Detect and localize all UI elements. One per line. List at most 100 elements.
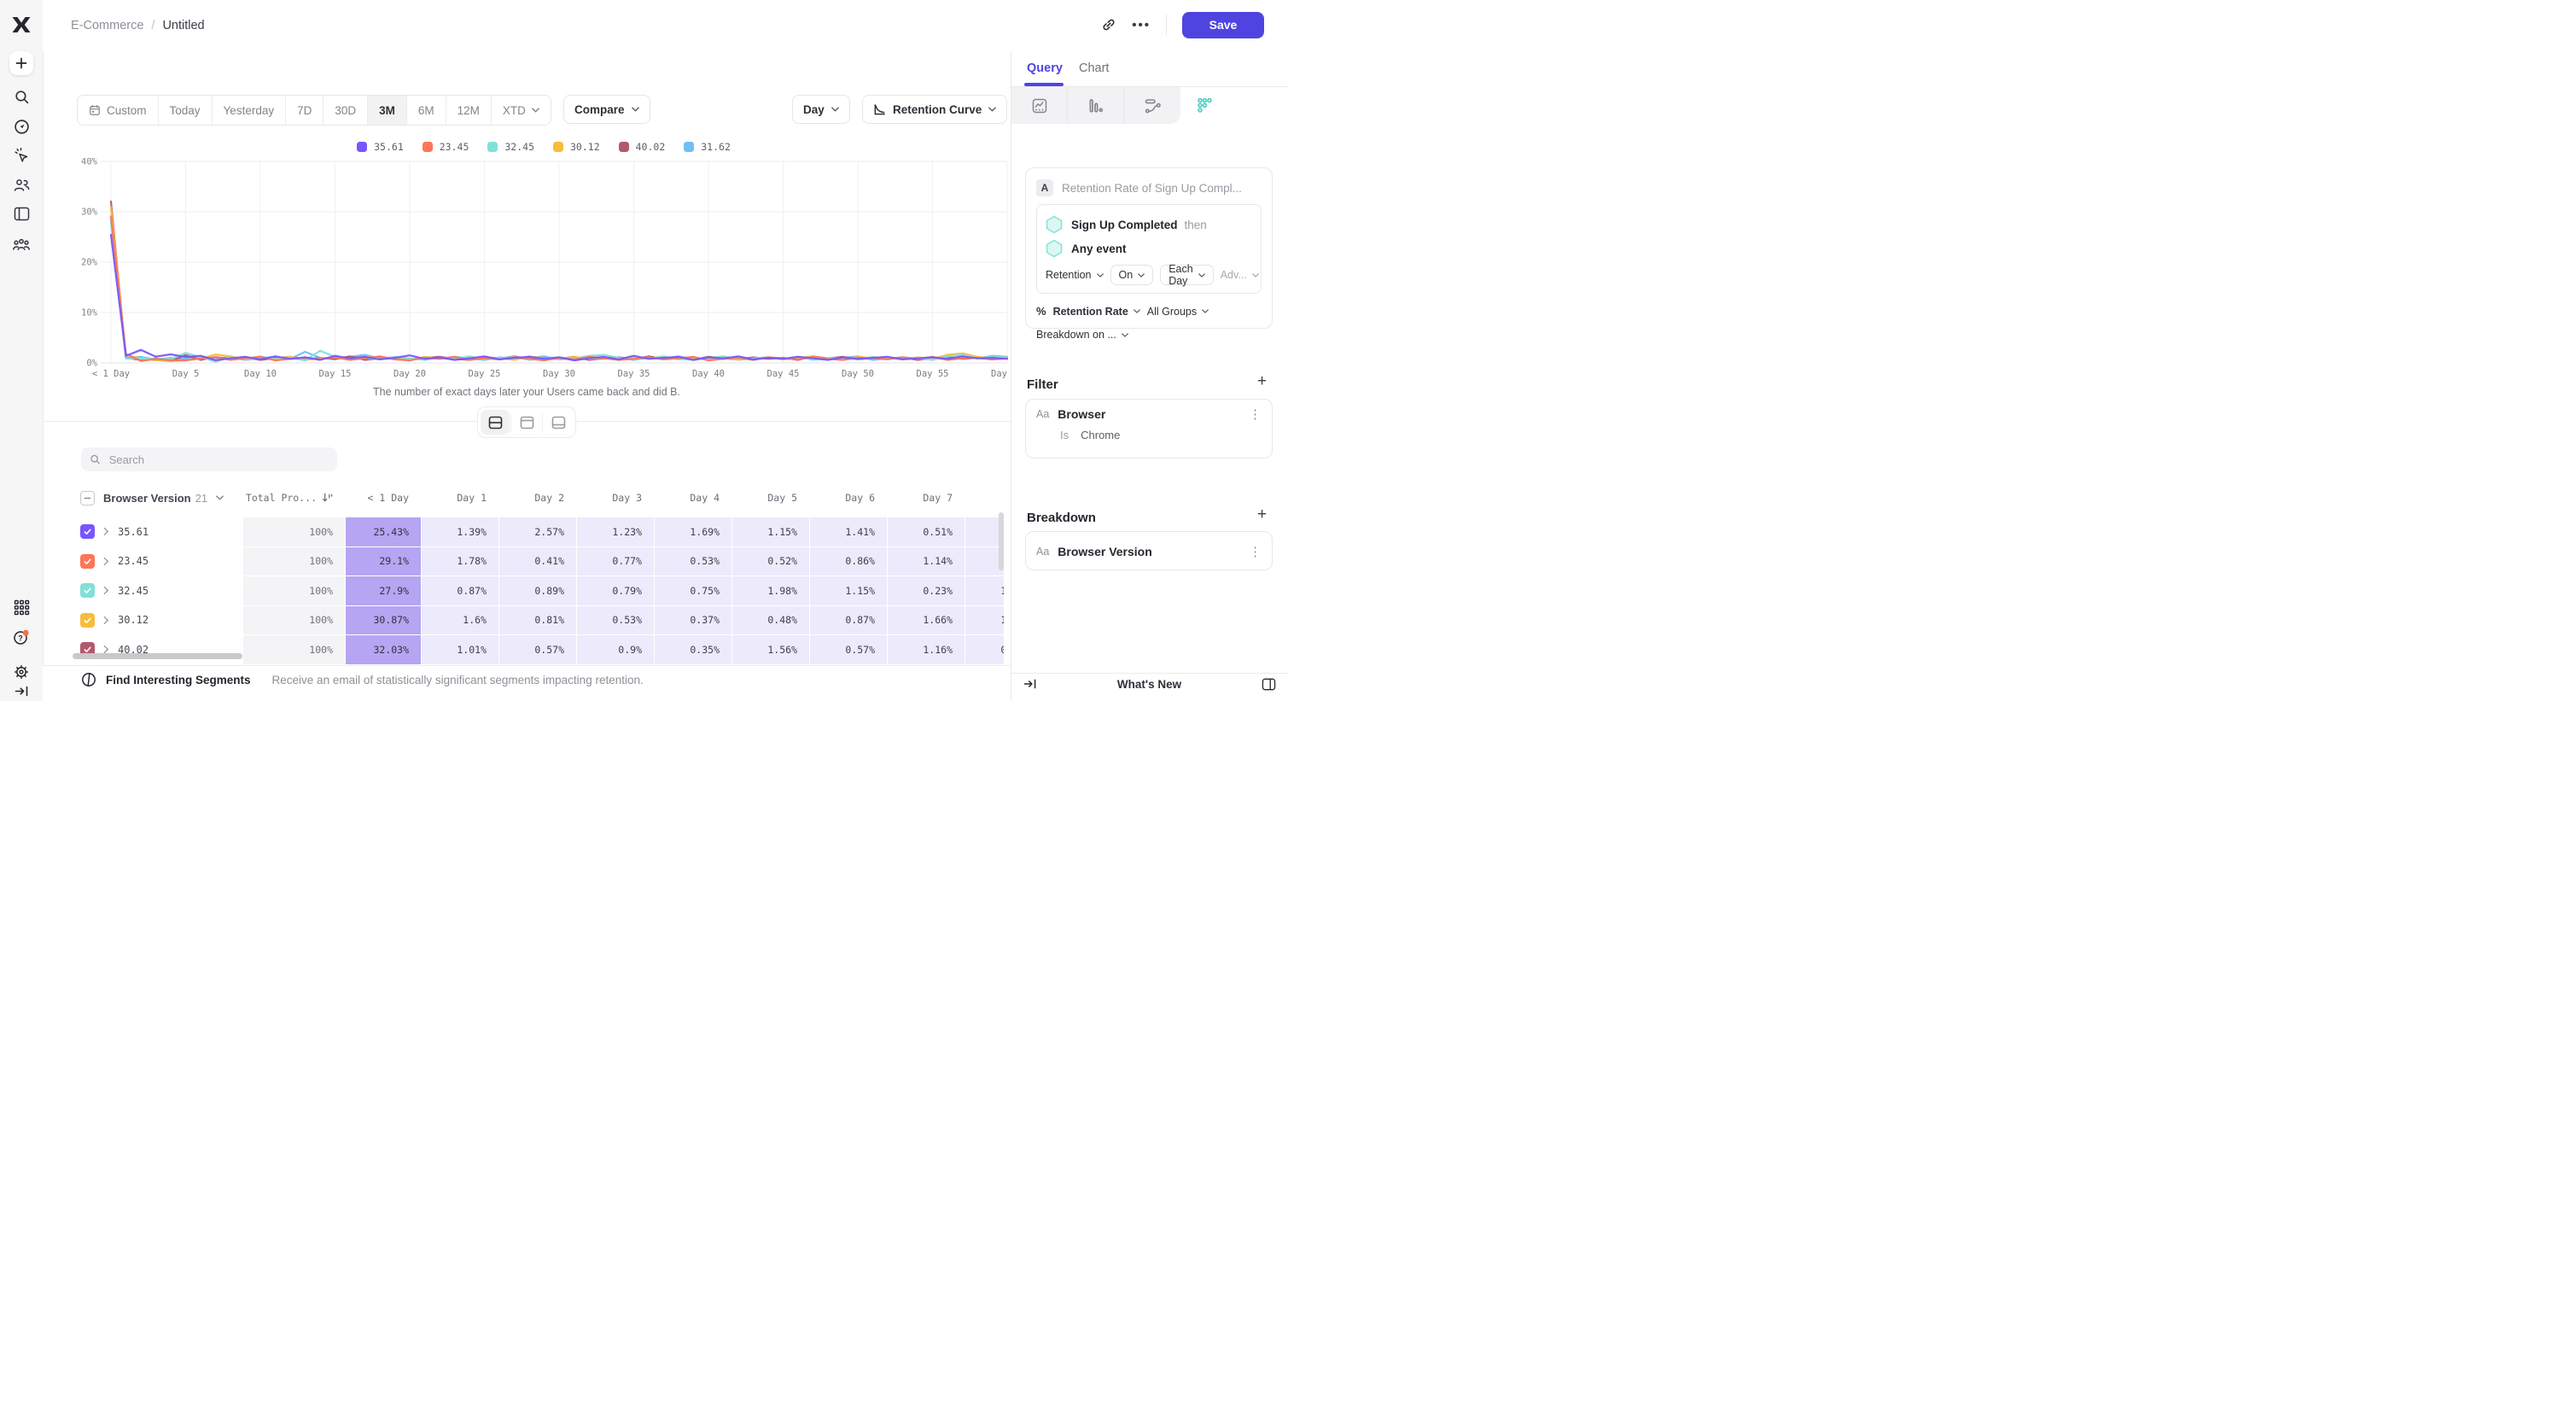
day-column-header[interactable]: < 1 Day <box>367 492 409 504</box>
find-segments-link[interactable]: Find Interesting Segments <box>106 673 251 686</box>
create-new-button[interactable] <box>9 51 33 75</box>
table-row[interactable]: 35.61 100% 25.43% 1.39% 2.57% 1.23% 1.69% 1.15%… <box>73 517 1004 546</box>
day-column-header[interactable] <box>965 483 1004 512</box>
table-row[interactable]: 40.02 100% 32.03% 1.01% 0.57% 0.9% 0.35% 1.56% 0… <box>73 635 1004 664</box>
retention-report-icon[interactable] <box>1180 87 1288 124</box>
granularity-dropdown[interactable]: Day <box>792 95 850 124</box>
each-day-label: Each Day <box>1169 263 1193 287</box>
expand-row-icon[interactable] <box>103 616 109 625</box>
day-column-header[interactable]: Day 1 <box>457 492 487 504</box>
range-option-3m[interactable]: 3M <box>367 96 406 125</box>
range-option-30d[interactable]: 30D <box>323 96 367 125</box>
day-column-header[interactable]: Day 4 <box>690 492 720 504</box>
tab-chart[interactable]: Chart <box>1079 61 1110 75</box>
day-column-header[interactable]: Day 5 <box>767 492 797 504</box>
help-icon[interactable]: ? <box>9 625 34 651</box>
expand-row-icon[interactable] <box>103 645 109 654</box>
string-type-icon: Aa <box>1036 546 1050 558</box>
day-column-header[interactable]: Day 2 <box>534 492 564 504</box>
table-row[interactable]: 32.45 100% 27.9% 0.87% 0.89% 0.79% 0.75% 1.98% 1… <box>73 576 1004 605</box>
legend-item[interactable]: 23.45 <box>422 141 469 153</box>
funnels-report-icon[interactable] <box>1068 87 1124 124</box>
filter-value[interactable]: Chrome <box>1081 429 1121 441</box>
breadcrumb-page[interactable]: Untitled <box>162 19 205 32</box>
breakdown-on-dropdown[interactable]: Breakdown on ... <box>1036 329 1128 341</box>
retention-type-dropdown[interactable]: Retention <box>1046 269 1104 281</box>
row-checkbox[interactable] <box>80 524 95 540</box>
search-icon[interactable] <box>9 84 34 109</box>
settings-gear-icon[interactable] <box>9 659 34 685</box>
range-option-custom[interactable]: Custom <box>78 96 158 125</box>
users-icon[interactable] <box>9 172 34 197</box>
legend-item[interactable]: 32.45 <box>487 141 534 153</box>
row-checkbox[interactable] <box>80 553 95 569</box>
more-options-icon[interactable]: ••• <box>1132 17 1151 32</box>
expand-row-icon[interactable] <box>103 527 109 536</box>
compare-button[interactable]: Compare <box>563 95 650 124</box>
range-option-yesterday[interactable]: Yesterday <box>211 96 286 125</box>
range-option-today[interactable]: Today <box>157 96 212 125</box>
filter-property[interactable]: Browser <box>1058 407 1106 421</box>
mixpanel-logo-icon[interactable] <box>9 12 34 38</box>
flows-report-icon[interactable] <box>1124 87 1180 124</box>
row-checkbox[interactable] <box>80 612 95 628</box>
search-input[interactable] <box>107 452 329 467</box>
horizontal-scrollbar[interactable] <box>73 653 242 659</box>
day-column-header[interactable]: Day 3 <box>612 492 642 504</box>
table-row[interactable]: 30.12 100% 30.87% 1.6% 0.81% 0.53% 0.37% 0.48% 0… <box>73 605 1004 634</box>
total-column-header[interactable]: Total Pro... <box>242 483 345 512</box>
legend-item[interactable]: 31.62 <box>684 141 731 153</box>
discover-compass-icon[interactable] <box>9 114 34 139</box>
range-option-7d[interactable]: 7D <box>285 96 323 125</box>
boards-icon[interactable] <box>9 201 34 226</box>
retention-line-chart[interactable]: 0% 10% 20% 30% 40% < 1 Day Day 5 Day 10 Day 15 Da… <box>77 158 1011 382</box>
vertical-scrollbar[interactable] <box>999 512 1004 570</box>
table-row[interactable]: 23.45 100% 29.1% 1.78% 0.41% 0.77% 0.53% 0.52% 0… <box>73 546 1004 575</box>
kebab-menu-icon[interactable]: ⋮ <box>1249 407 1262 422</box>
select-all-checkbox[interactable] <box>80 490 95 505</box>
add-breakdown-button[interactable]: + <box>1257 505 1268 523</box>
add-filter-button[interactable]: + <box>1257 372 1268 390</box>
events-cursor-icon[interactable] <box>9 143 34 168</box>
expand-sidebar-icon[interactable] <box>9 678 34 701</box>
whats-new-link[interactable]: What's New <box>1116 677 1182 691</box>
tab-query[interactable]: Query <box>1027 61 1063 75</box>
groups-dropdown[interactable]: All Groups <box>1147 306 1209 318</box>
expand-row-icon[interactable] <box>103 557 109 566</box>
cohorts-group-icon[interactable] <box>9 231 34 257</box>
chart-type-dropdown[interactable]: Retention Curve <box>862 95 1008 124</box>
breadcrumb-section[interactable]: E-Commerce <box>71 19 144 32</box>
collapse-panel-icon[interactable] <box>1023 678 1037 690</box>
born-event-row[interactable]: Sign Up Completed then <box>1046 213 1252 237</box>
filter-card[interactable]: Aa Browser ⋮ Is Chrome <box>1025 399 1273 459</box>
query-title[interactable]: Retention Rate of Sign Up Compl... <box>1062 181 1242 195</box>
range-option-6m[interactable]: 6M <box>405 96 446 125</box>
insights-report-icon[interactable] <box>1011 87 1068 124</box>
row-checkbox[interactable] <box>80 583 95 599</box>
day-column-header[interactable]: Day 7 <box>923 492 953 504</box>
retention-on-dropdown[interactable]: On <box>1110 265 1154 285</box>
group-column-header[interactable]: Browser Version 21 <box>103 491 208 505</box>
breakdown-card[interactable]: Aa Browser Version ⋮ <box>1025 531 1273 570</box>
apps-grid-icon[interactable] <box>9 594 34 620</box>
save-button[interactable]: Save <box>1182 11 1264 38</box>
split-view-button[interactable] <box>481 410 510 435</box>
return-event-row[interactable]: Any event <box>1046 237 1252 260</box>
range-option-12m[interactable]: 12M <box>445 96 491 125</box>
legend-item[interactable]: 35.61 <box>357 141 404 153</box>
legend-item[interactable]: 30.12 <box>553 141 600 153</box>
range-option-xtd[interactable]: XTD <box>490 96 551 125</box>
legend-item[interactable]: 40.02 <box>618 141 665 153</box>
advanced-dropdown[interactable]: Adv... <box>1221 269 1259 281</box>
breakdown-property[interactable]: Browser Version <box>1058 545 1152 558</box>
expand-row-icon[interactable] <box>103 586 109 595</box>
share-link-icon[interactable] <box>1101 17 1116 32</box>
filter-operator[interactable]: Is <box>1060 429 1069 441</box>
layout-panel-icon[interactable] <box>1262 678 1276 691</box>
retention-bucket-dropdown[interactable]: Each Day <box>1160 263 1214 287</box>
table-only-view-button[interactable] <box>544 410 573 435</box>
day-column-header[interactable]: Day 6 <box>845 492 875 504</box>
kebab-menu-icon[interactable]: ⋮ <box>1249 545 1262 559</box>
chart-only-view-button[interactable] <box>512 410 541 435</box>
measurement-dropdown[interactable]: Retention Rate <box>1053 306 1140 318</box>
